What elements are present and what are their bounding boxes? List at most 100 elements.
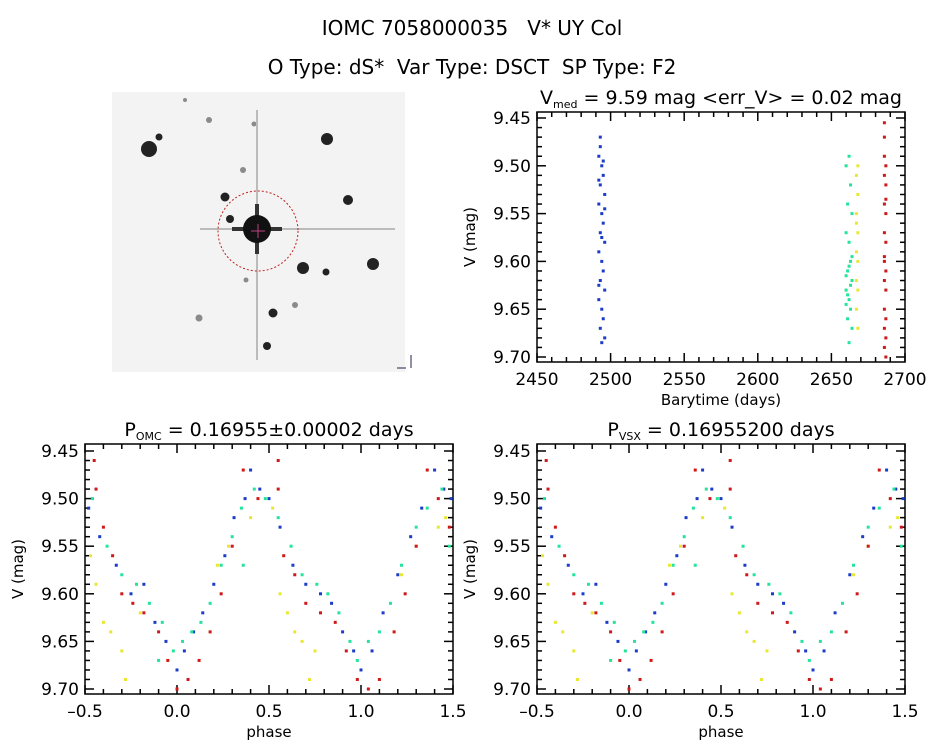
data-point	[315, 582, 319, 586]
data-point	[752, 639, 756, 643]
data-point	[583, 601, 587, 605]
series-cyan	[90, 487, 451, 662]
y-tick-label: 9.45	[493, 109, 531, 129]
data-point	[882, 259, 886, 263]
data-point	[120, 573, 124, 577]
star	[251, 121, 257, 127]
data-point	[847, 341, 851, 345]
y-tick-label: 9.55	[41, 537, 79, 557]
data-point	[850, 279, 854, 283]
data-point	[581, 592, 585, 596]
data-point	[333, 620, 337, 624]
data-point	[575, 677, 579, 681]
data-point	[101, 620, 105, 624]
data-point	[111, 554, 115, 558]
data-point	[282, 554, 286, 558]
data-point	[856, 326, 860, 330]
star	[220, 192, 230, 202]
data-point	[208, 601, 212, 605]
data-point	[546, 487, 550, 491]
data-point	[800, 639, 804, 643]
data-point	[771, 611, 775, 615]
data-point	[123, 677, 127, 681]
aperture-circle	[217, 190, 299, 272]
data-point	[892, 487, 896, 491]
series-blue	[87, 468, 453, 672]
data-point	[120, 649, 124, 653]
data-point	[598, 231, 602, 235]
data-point	[704, 487, 708, 491]
data-point	[789, 611, 793, 615]
data-point	[171, 649, 175, 653]
data-point	[884, 164, 888, 168]
data-point	[90, 497, 94, 501]
data-point	[854, 212, 858, 216]
y-tick-label: 9.45	[41, 442, 79, 462]
y-tick-label: 9.55	[493, 537, 531, 557]
phase-plot-vsx: –0.5 0.0 0.5 1.0 1.5 9.45 9.50 9.55 9.60 9.65 9.70…	[461, 419, 919, 741]
x-tick-label: 1.0	[799, 702, 826, 722]
data-point	[730, 592, 734, 596]
data-point	[848, 573, 852, 577]
data-point	[850, 255, 854, 259]
series-yellow	[541, 506, 900, 681]
data-point	[846, 293, 850, 297]
x-axis-label: Barytime (days)	[661, 391, 781, 409]
data-point	[695, 497, 699, 501]
data-point	[849, 259, 853, 263]
star	[297, 262, 309, 274]
data-point	[609, 630, 613, 634]
data-point	[442, 487, 446, 491]
lightcurve-plot: 2450 2500 2550 2600 2650 2700 9.45 9.50 9.55 9.60…	[461, 87, 927, 409]
y-tick-label: 9.65	[493, 300, 531, 320]
data-point	[884, 197, 888, 201]
x-tick-label: 1.5	[439, 702, 466, 722]
x-axis-label: phase	[698, 723, 743, 741]
star	[155, 133, 163, 141]
data-point	[599, 601, 603, 605]
title-rest: = 0.16955±0.00002 days	[162, 419, 414, 441]
data-point	[856, 192, 860, 196]
star	[243, 277, 249, 283]
data-point	[278, 525, 282, 529]
data-point	[348, 639, 352, 643]
data-point	[598, 145, 602, 149]
data-point	[377, 677, 381, 681]
data-point	[219, 563, 223, 567]
data-point	[693, 563, 697, 567]
title-subscript: med	[553, 98, 577, 111]
data-point	[847, 264, 851, 268]
data-point	[590, 611, 594, 615]
data-point	[285, 611, 289, 615]
data-point	[854, 221, 858, 225]
data-point	[618, 658, 622, 662]
plot-frame	[84, 443, 454, 695]
data-point	[737, 611, 741, 615]
data-point	[293, 573, 297, 577]
data-point	[436, 497, 440, 501]
data-point	[157, 658, 161, 662]
data-point	[899, 544, 903, 548]
data-point	[192, 630, 196, 634]
data-point	[388, 601, 392, 605]
data-point	[359, 668, 363, 672]
data-point	[414, 525, 418, 529]
data-point	[444, 516, 448, 520]
data-point	[114, 563, 118, 567]
data-point	[92, 459, 96, 463]
plot-title: POMC = 0.16955±0.00002 days	[124, 419, 413, 443]
data-point	[671, 592, 675, 596]
data-point	[653, 611, 657, 615]
data-point	[855, 592, 859, 596]
data-point	[598, 183, 602, 187]
y-tick-label: 9.70	[493, 348, 531, 368]
data-point	[785, 620, 789, 624]
data-point	[882, 202, 886, 206]
data-point	[160, 620, 164, 624]
data-point	[877, 506, 881, 510]
data-point	[728, 459, 732, 463]
data-point	[276, 459, 280, 463]
data-point	[601, 159, 605, 163]
data-point	[728, 516, 732, 520]
y-tick-label: 9.60	[493, 252, 531, 272]
